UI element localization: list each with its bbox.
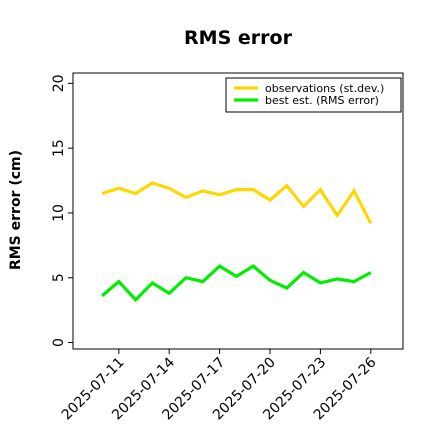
- legend-box: [225, 77, 402, 113]
- series-line-best-estimate: [100, 264, 372, 303]
- series-line-observations: [101, 181, 373, 225]
- plot-frame: [72, 72, 404, 350]
- series-layer: [100, 181, 373, 303]
- y-tick-label: 15: [51, 139, 67, 157]
- y-axis: 0 5 10 15 20: [51, 74, 73, 347]
- chart-title: RMS error: [184, 27, 293, 49]
- y-tick-label: 5: [51, 273, 67, 282]
- x-axis: 2025-07-112025-07-142025-07-172025-07-20…: [59, 349, 380, 423]
- y-tick-label: 0: [51, 338, 67, 347]
- legend-label: observations (st.dev.): [265, 82, 384, 95]
- y-tick-label: 20: [51, 74, 67, 92]
- legend-label: best est. (RMS error): [265, 94, 379, 107]
- y-tick-label: 10: [51, 204, 67, 222]
- y-axis-label: RMS error (cm): [8, 150, 24, 270]
- legend: observations (st.dev.)best est. (RMS err…: [225, 77, 402, 113]
